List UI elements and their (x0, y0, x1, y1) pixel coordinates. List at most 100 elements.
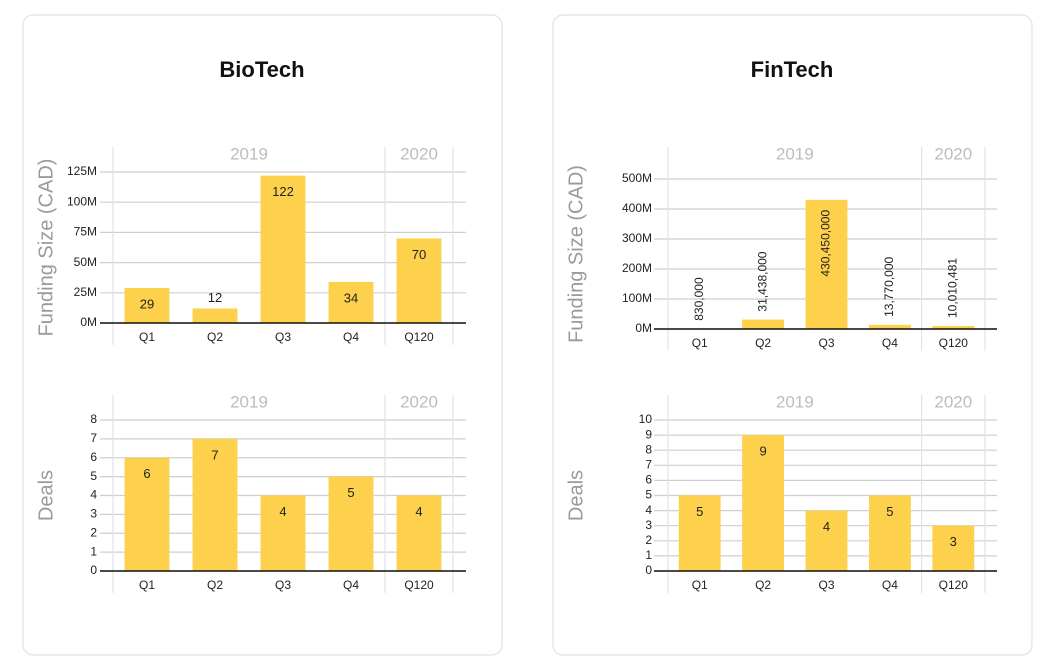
bar (932, 525, 975, 571)
data-label: 830,000 (692, 277, 706, 321)
x-tick-label: Q4 (343, 578, 359, 592)
x-tick-label: Q4 (343, 330, 359, 344)
y-tick-label: 4 (90, 488, 97, 502)
group-label: 2020 (934, 392, 972, 411)
y-tick-label: 6 (90, 450, 97, 464)
bar (742, 435, 785, 571)
y-tick-label: 0M (635, 321, 652, 335)
x-tick-label: Q1 (692, 578, 708, 592)
y-axis-title: Deals (35, 470, 57, 521)
bar (124, 287, 170, 323)
bar (742, 319, 785, 329)
y-tick-label: 0 (645, 563, 652, 577)
data-label: 31,438,000 (755, 251, 769, 311)
bar (328, 281, 374, 323)
bar (805, 199, 848, 329)
y-tick-label: 6 (645, 473, 652, 487)
bar (805, 510, 848, 571)
y-axis-title: Funding Size (CAD) (35, 159, 57, 337)
y-tick-label: 2 (645, 533, 652, 547)
data-label: 70 (412, 247, 426, 262)
group-label: 2019 (776, 144, 814, 163)
y-tick-label: 300M (622, 231, 652, 245)
x-tick-label: Q2 (755, 336, 771, 350)
group-label: 2020 (934, 144, 972, 163)
card-title: FinTech (751, 57, 834, 82)
y-tick-label: 7 (90, 431, 97, 445)
bar (396, 495, 442, 571)
card-title: BioTech (219, 57, 304, 82)
bar (328, 476, 374, 571)
y-tick-label: 8 (90, 412, 97, 426)
bar (192, 438, 238, 571)
x-tick-label: Q3 (275, 330, 291, 344)
y-axis-title: Deals (565, 470, 587, 521)
y-tick-label: 1 (645, 548, 652, 562)
x-tick-label: Q120 (939, 578, 969, 592)
x-tick-label: Q3 (818, 578, 834, 592)
y-tick-label: 10 (639, 412, 653, 426)
y-tick-label: 3 (90, 507, 97, 521)
bar (396, 238, 442, 323)
data-label: 430,450,000 (819, 210, 833, 277)
data-label: 5 (347, 485, 354, 500)
data-label: 6 (143, 466, 150, 481)
data-label: 4 (279, 504, 286, 519)
y-tick-label: 500M (622, 171, 652, 185)
y-tick-label: 50M (74, 255, 97, 269)
x-tick-label: Q120 (404, 330, 434, 344)
y-tick-label: 25M (74, 285, 97, 299)
y-tick-label: 9 (645, 427, 652, 441)
x-tick-label: Q3 (275, 578, 291, 592)
y-tick-label: 1 (90, 544, 97, 558)
y-tick-label: 75M (74, 225, 97, 239)
data-label: 4 (415, 504, 422, 519)
data-label: 34 (344, 290, 358, 305)
bar (868, 495, 911, 571)
data-label: 13,770,000 (882, 256, 896, 316)
y-tick-label: 0 (90, 563, 97, 577)
x-tick-label: Q2 (755, 578, 771, 592)
bar (678, 495, 721, 571)
bar (932, 325, 975, 329)
y-tick-label: 8 (645, 442, 652, 456)
group-label: 2019 (230, 144, 268, 163)
y-tick-label: 100M (67, 194, 97, 208)
bar (124, 457, 170, 571)
x-tick-label: Q120 (939, 336, 969, 350)
group-label: 2020 (400, 144, 438, 163)
group-label: 2020 (400, 392, 438, 411)
x-tick-label: Q3 (818, 336, 834, 350)
data-label: 29 (140, 296, 154, 311)
x-tick-label: Q4 (882, 336, 898, 350)
group-label: 2019 (776, 392, 814, 411)
y-tick-label: 2 (90, 525, 97, 539)
y-tick-label: 5 (90, 469, 97, 483)
x-tick-label: Q120 (404, 578, 434, 592)
data-label: 7 (211, 447, 218, 462)
data-label: 122 (272, 184, 294, 199)
data-label: 10,010,481 (945, 258, 959, 318)
x-tick-label: Q1 (139, 330, 155, 344)
y-tick-label: 125M (67, 164, 97, 178)
y-tick-label: 200M (622, 261, 652, 275)
data-label: 9 (759, 444, 766, 459)
y-tick-label: 3 (645, 518, 652, 532)
x-tick-label: Q1 (139, 578, 155, 592)
x-tick-label: Q1 (692, 336, 708, 350)
y-tick-label: 400M (622, 201, 652, 215)
data-label: 5 (696, 504, 703, 519)
x-tick-label: Q2 (207, 330, 223, 344)
data-label: 12 (208, 290, 222, 305)
y-tick-label: 4 (645, 503, 652, 517)
bar (260, 175, 306, 323)
bar (868, 324, 911, 329)
bar (192, 308, 238, 323)
group-label: 2019 (230, 392, 268, 411)
x-tick-label: Q4 (882, 578, 898, 592)
bar (260, 495, 306, 571)
data-label: 4 (823, 519, 830, 534)
y-axis-title: Funding Size (CAD) (565, 165, 587, 343)
x-tick-label: Q2 (207, 578, 223, 592)
